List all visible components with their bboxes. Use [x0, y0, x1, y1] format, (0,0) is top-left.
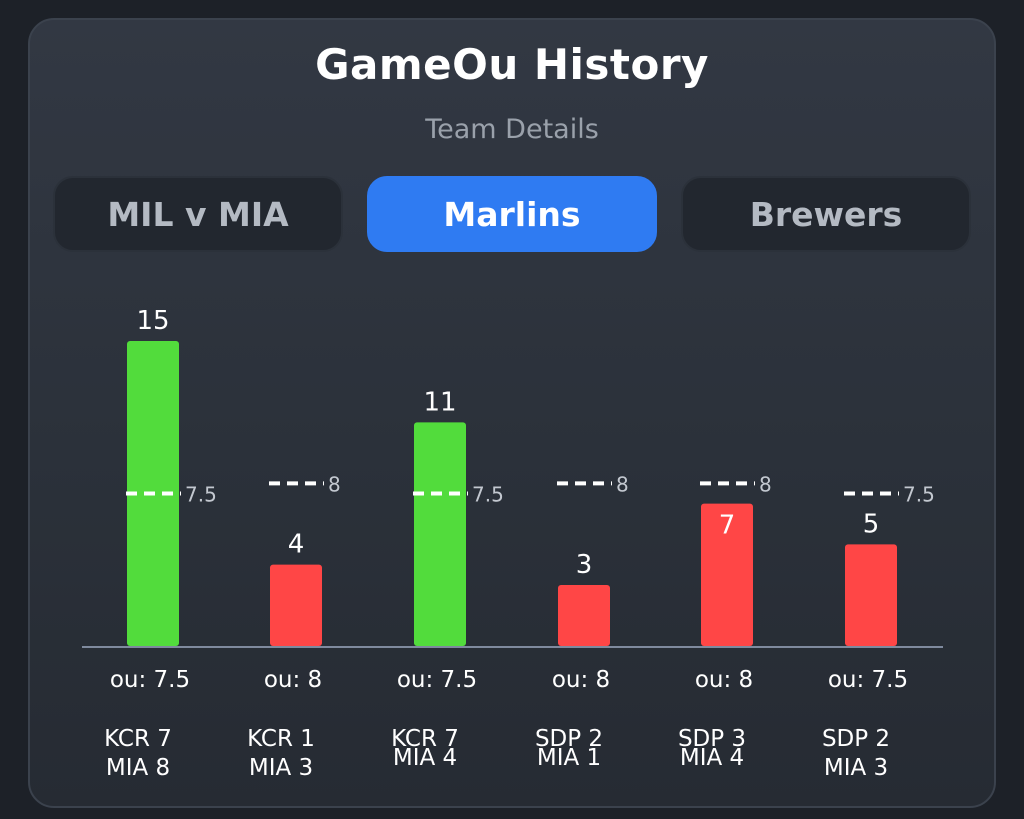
score-line: MIA 4: [393, 745, 457, 771]
value-label: 7: [719, 511, 736, 541]
score-line: MIA 4: [680, 745, 744, 771]
score-line: SDP 2: [822, 726, 890, 752]
ou-label: ou: 8: [552, 667, 610, 693]
ou-line-label: 7.5: [903, 483, 935, 507]
bar: [270, 564, 322, 646]
tab-brewers[interactable]: Brewers: [681, 176, 971, 252]
bar: [414, 422, 466, 646]
ou-label: ou: 8: [264, 667, 322, 693]
value-label: 4: [288, 530, 305, 560]
ou-label: ou: 7.5: [397, 667, 477, 693]
ou-label: ou: 7.5: [110, 667, 190, 693]
score-line: KCR 1: [247, 726, 315, 752]
score-line: KCR 7: [391, 726, 459, 752]
score-line: MIA 3: [249, 755, 313, 781]
ou-line-label: 8: [328, 472, 341, 496]
ou-label: ou: 7.5: [828, 667, 908, 693]
page-title: GameOu History: [315, 40, 709, 89]
history-card: [28, 18, 996, 808]
bar: [701, 503, 753, 646]
bar: [845, 544, 897, 646]
score-line: MIA 3: [824, 755, 888, 781]
page-subtitle: Team Details: [425, 114, 599, 145]
score-line: SDP 2: [535, 726, 603, 752]
value-label: 3: [576, 550, 593, 580]
value-label: 11: [423, 387, 456, 417]
ou-label: ou: 8: [695, 667, 753, 693]
ou-line-label: 7.5: [185, 483, 217, 507]
ou-line-label: 7.5: [472, 483, 504, 507]
tab-matchup[interactable]: MIL v MIA: [53, 176, 343, 252]
ou-line-label: 8: [759, 472, 772, 496]
score-line: KCR 7: [104, 726, 172, 752]
value-label: 15: [136, 306, 169, 336]
bar: [558, 585, 610, 646]
value-label: 5: [863, 509, 880, 539]
score-line: MIA 1: [537, 745, 601, 771]
score-line: MIA 8: [106, 755, 170, 781]
ou-line-label: 8: [616, 472, 629, 496]
tab-marlins[interactable]: Marlins: [367, 176, 657, 252]
score-line: SDP 3: [678, 726, 746, 752]
